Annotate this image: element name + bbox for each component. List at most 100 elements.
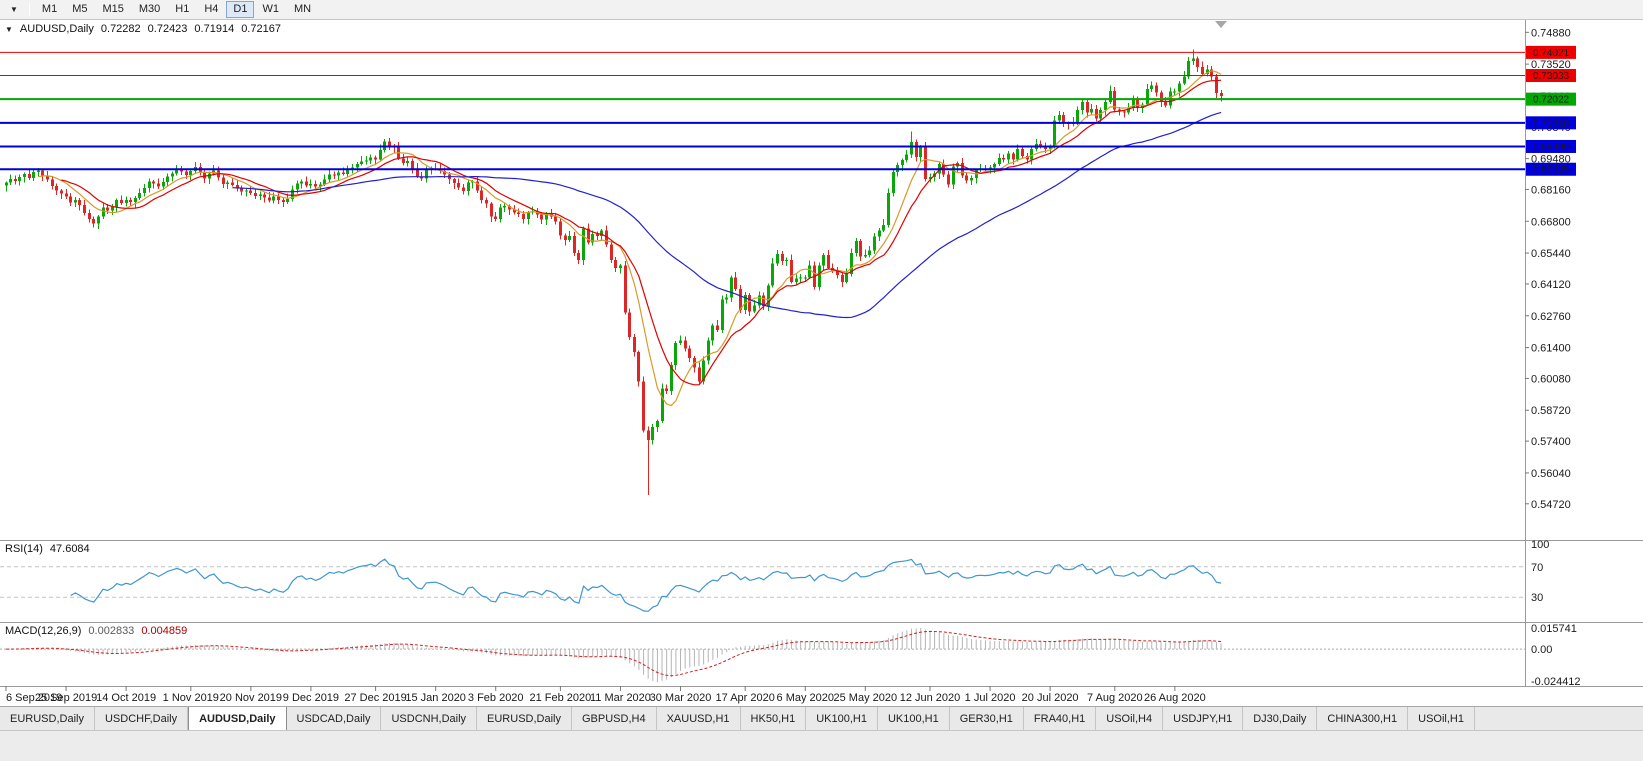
chart-list-dropdown-button[interactable]: ▼ — [4, 2, 24, 17]
chart-tab[interactable]: UK100,H1 — [806, 707, 878, 730]
svg-text:0.73033: 0.73033 — [1533, 71, 1570, 82]
chart-tab[interactable]: AUDUSD,Daily — [188, 707, 287, 730]
svg-text:0.61400: 0.61400 — [1531, 343, 1571, 355]
timeframe-button-M30[interactable]: M30 — [132, 1, 167, 18]
svg-text:20 Nov 2019: 20 Nov 2019 — [220, 692, 282, 704]
svg-text:0.72022: 0.72022 — [1533, 95, 1570, 106]
svg-text:1 Jul 2020: 1 Jul 2020 — [965, 692, 1016, 704]
chart-tab[interactable]: GER30,H1 — [950, 707, 1024, 730]
svg-text:6 Sep 2019: 6 Sep 2019 — [6, 692, 62, 704]
chart-tab[interactable]: EURUSD,Daily — [477, 707, 572, 730]
ohlc-open: 0.72282 — [100, 23, 141, 35]
svg-text:0.71010: 0.71010 — [1533, 118, 1570, 129]
svg-text:0.74021: 0.74021 — [1533, 48, 1570, 59]
svg-text:1 Nov 2019: 1 Nov 2019 — [163, 692, 219, 704]
timeframe-toolbar: ▼ M1 M5 M15 M30 H1 H4 D1 W1 MN — [0, 0, 1643, 20]
chart-tab[interactable]: GBPUSD,H4 — [572, 707, 657, 730]
timeframe-button-D1[interactable]: D1 — [226, 1, 255, 18]
svg-text:3 Feb 2020: 3 Feb 2020 — [468, 692, 524, 704]
status-bar — [0, 730, 1643, 761]
svg-text:6 May 2020: 6 May 2020 — [777, 692, 834, 704]
ohlc-low: 0.71914 — [194, 23, 235, 35]
macd-main-value: 0.002833 — [88, 625, 135, 637]
chart-tab[interactable]: USDCAD,Daily — [287, 707, 382, 730]
svg-text:0.62760: 0.62760 — [1531, 311, 1571, 323]
chart-canvas[interactable]: 0.748800.735200.721600.708400.694800.681… — [0, 20, 1643, 706]
svg-text:25 Sep 2019: 25 Sep 2019 — [35, 692, 97, 704]
macd-indicator-label: MACD(12,26,9) 0.002833 0.004859 — [5, 625, 187, 637]
svg-text:0.73520: 0.73520 — [1531, 59, 1571, 71]
chart-tab[interactable]: EURUSD,Daily — [0, 707, 95, 730]
rsi-name: RSI(14) — [5, 543, 43, 555]
svg-text:0.69999: 0.69999 — [1533, 142, 1570, 153]
svg-text:70: 70 — [1531, 562, 1543, 574]
svg-text:7 Aug 2020: 7 Aug 2020 — [1087, 692, 1143, 704]
ohlc-high: 0.72423 — [147, 23, 188, 35]
chart-tab[interactable]: USDJPY,H1 — [1163, 707, 1244, 730]
svg-text:14 Oct 2019: 14 Oct 2019 — [96, 692, 156, 704]
macd-name: MACD(12,26,9) — [5, 625, 82, 637]
rsi-indicator-label: RSI(14) 47.6084 — [5, 543, 90, 555]
timeframe-button-M5[interactable]: M5 — [65, 1, 94, 18]
chart-tab[interactable]: USDCHF,Daily — [95, 707, 189, 730]
chart-dropdown-icon[interactable]: ▼ — [5, 24, 13, 34]
chart-header: ▼ AUDUSD,Daily 0.72282 0.72423 0.71914 0… — [5, 23, 281, 35]
svg-text:21 Feb 2020: 21 Feb 2020 — [530, 692, 592, 704]
svg-text:0.54720: 0.54720 — [1531, 499, 1571, 511]
svg-text:30 Mar 2020: 30 Mar 2020 — [650, 692, 712, 704]
chart-tab[interactable]: USDCNH,Daily — [381, 707, 478, 730]
timeframe-buttons: M1 M5 M15 M30 H1 H4 D1 W1 MN — [35, 1, 318, 18]
svg-text:0.66800: 0.66800 — [1531, 216, 1571, 228]
svg-text:0.69480: 0.69480 — [1531, 154, 1571, 166]
timeframe-button-M15[interactable]: M15 — [95, 1, 130, 18]
chart-tab[interactable]: USOil,H4 — [1096, 707, 1164, 730]
svg-text:20 Jul 2020: 20 Jul 2020 — [1022, 692, 1079, 704]
timeframe-button-H1[interactable]: H1 — [168, 1, 196, 18]
svg-text:11 Mar 2020: 11 Mar 2020 — [590, 692, 651, 704]
level-lines: 0.74021 0.73033 0.72022 0.71010 0.69999 0.690… — [0, 45, 1576, 176]
svg-text:0.74880: 0.74880 — [1531, 27, 1571, 39]
chart-tab[interactable]: USOil,H1 — [1408, 707, 1475, 730]
chart-tab[interactable]: XAUUSD,H1 — [657, 707, 741, 730]
timeframe-button-W1[interactable]: W1 — [255, 1, 286, 18]
svg-text:9 Dec 2019: 9 Dec 2019 — [283, 692, 339, 704]
svg-text:0.68160: 0.68160 — [1531, 184, 1571, 196]
timeframe-button-H4[interactable]: H4 — [197, 1, 225, 18]
toolbar-separator — [28, 3, 30, 16]
chart-tab[interactable]: UK100,H1 — [878, 707, 950, 730]
chart-tab[interactable]: FRA40,H1 — [1024, 707, 1097, 730]
svg-text:26 Aug 2020: 26 Aug 2020 — [1144, 692, 1206, 704]
chart-tab[interactable]: HK50,H1 — [741, 707, 807, 730]
macd-panel: 0.015741 0.00 -0.024412 — [0, 623, 1581, 688]
svg-text:0.64120: 0.64120 — [1531, 279, 1571, 291]
chart-tab[interactable]: CHINA300,H1 — [1317, 707, 1409, 730]
svg-text:30: 30 — [1531, 592, 1543, 604]
timeframe-button-M1[interactable]: M1 — [35, 1, 64, 18]
rsi-value: 47.6084 — [49, 543, 90, 555]
svg-text:17 Apr 2020: 17 Apr 2020 — [716, 692, 775, 704]
svg-text:25 May 2020: 25 May 2020 — [834, 692, 898, 704]
chart-symbol-title: AUDUSD,Daily — [19, 23, 94, 35]
svg-text:0.56040: 0.56040 — [1531, 468, 1571, 480]
svg-text:15 Jan 2020: 15 Jan 2020 — [405, 692, 466, 704]
svg-text:0.57400: 0.57400 — [1531, 436, 1571, 448]
svg-text:0.69025: 0.69025 — [1533, 165, 1570, 176]
candles-layer — [5, 49, 1223, 495]
svg-text:0.65440: 0.65440 — [1531, 248, 1571, 260]
macd-signal-value: 0.004859 — [141, 625, 188, 637]
timeframe-button-MN[interactable]: MN — [287, 1, 318, 18]
chart-shift-marker — [1215, 21, 1227, 28]
svg-text:0.58720: 0.58720 — [1531, 405, 1571, 417]
rsi-panel: 100 70 30 — [0, 539, 1549, 612]
svg-text:27 Dec 2019: 27 Dec 2019 — [344, 692, 406, 704]
chart-area[interactable]: 0.748800.735200.721600.708400.694800.681… — [0, 20, 1643, 706]
moving-average-lines — [38, 70, 1222, 407]
svg-text:100: 100 — [1531, 539, 1549, 551]
ohlc-close: 0.72167 — [241, 23, 281, 35]
chart-tab[interactable]: DJ30,Daily — [1243, 707, 1318, 730]
svg-text:0.015741: 0.015741 — [1531, 623, 1577, 635]
chart-tab-bar: EURUSD,Daily USDCHF,Daily AUDUSD,Daily USDC… — [0, 706, 1643, 730]
svg-text:0.60080: 0.60080 — [1531, 373, 1571, 385]
panel-frame — [0, 20, 1643, 687]
